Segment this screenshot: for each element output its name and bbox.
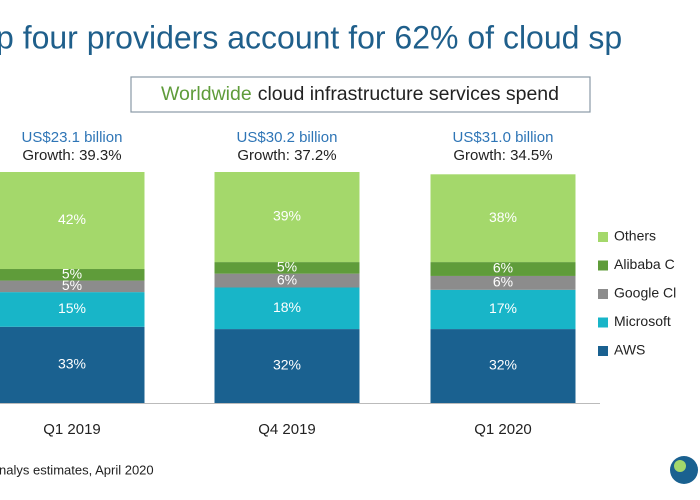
value-label: 6% [277,271,297,287]
legend-swatch [598,232,608,242]
value-label: 6% [493,260,513,276]
total-annotation: US$23.1 billion [22,129,123,146]
subtitle-highlight: Worldwide [161,83,252,105]
subtitle-box [130,76,591,113]
value-label: 42% [58,211,86,227]
bar-segment [430,289,576,330]
bar-segment [214,273,360,288]
value-label: 33% [58,356,86,372]
value-label: 18% [273,299,301,315]
bar-segment [0,280,145,293]
bar-segment [430,329,576,403]
bar-segment [430,275,576,290]
x-tick-label: Q4 2019 [258,421,316,438]
bar-segment [0,326,145,403]
bar-segment [0,292,145,327]
legend-swatch [598,289,608,299]
growth-annotation: Growth: 34.5% [453,147,552,164]
subtitle-text: cloud infrastructure services spend [258,83,559,105]
legend-label: Microsoft [614,313,671,329]
total-annotation: US$31.0 billion [453,129,554,146]
growth-annotation: Growth: 37.2% [237,147,336,164]
legend-swatch [598,317,608,328]
x-tick-label: Q1 2020 [474,421,532,438]
bar-segment [0,269,145,281]
chart-title: p four providers account for 62% of clou… [0,19,622,55]
subtitle: Worldwide cloud infrastructure services s… [161,83,559,105]
value-label: 38% [489,209,517,225]
value-label: 5% [62,277,82,293]
footer: nalys estimates, April 2020 [0,462,154,477]
bar-segment [0,172,145,270]
total-annotation: US$30.2 billion [237,129,338,146]
value-label: 32% [489,357,517,373]
legend-swatch [598,346,608,356]
legend-label: Others [614,228,656,244]
value-label: 17% [489,300,517,316]
legend-label: AWS [614,342,645,358]
bar-segment [214,287,360,330]
bar-segment [430,174,576,263]
legend-swatch [598,260,608,271]
value-label: 5% [277,259,297,275]
bar-segment [214,329,360,403]
growth-annotation: Growth: 39.3% [22,147,121,164]
bar-segment [214,262,360,274]
legend-label: Google Cl [614,285,676,301]
logo-dot [674,460,686,472]
value-label: 32% [273,357,301,373]
value-label: 6% [493,274,513,290]
value-label: 15% [58,300,86,316]
value-label: 5% [62,265,82,281]
bar-segment [430,262,576,276]
legend-label: Alibaba C [614,256,675,272]
value-label: 39% [273,208,301,224]
x-tick-label: Q1 2019 [43,421,101,438]
bar-segment [214,172,360,263]
